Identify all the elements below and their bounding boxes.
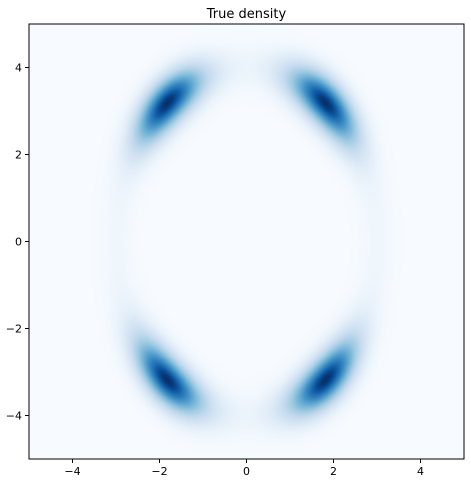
- x-tick-label: 2: [330, 465, 337, 478]
- x-tick-label: −2: [151, 465, 167, 478]
- plot-area: [28, 23, 465, 460]
- y-tick-label: −4: [6, 410, 22, 423]
- chart-title: True density: [206, 7, 287, 22]
- y-tick-label: 4: [15, 62, 22, 75]
- x-tick-label: 0: [243, 465, 250, 478]
- density-heatmap: [29, 24, 464, 459]
- x-tick-label: −4: [64, 465, 80, 478]
- x-axis: −4 −2 0 2 4: [64, 459, 424, 478]
- y-tick-label: −2: [6, 323, 22, 336]
- y-tick-label: 0: [15, 236, 22, 249]
- y-tick-label: 2: [15, 149, 22, 162]
- y-axis: −4 −2 0 2 4: [6, 62, 29, 423]
- x-tick-label: 4: [417, 465, 424, 478]
